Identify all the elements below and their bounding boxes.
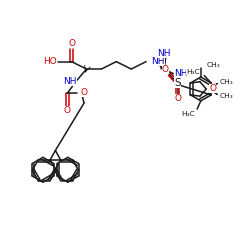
Text: NH: NH — [174, 69, 188, 78]
Text: CH₃: CH₃ — [220, 79, 234, 85]
Text: H₃C: H₃C — [186, 69, 200, 75]
Text: NH: NH — [152, 56, 165, 66]
Text: O: O — [174, 94, 181, 103]
Text: O: O — [162, 65, 169, 74]
Text: H₃C: H₃C — [182, 111, 195, 117]
Text: O: O — [64, 106, 71, 115]
Text: O: O — [210, 84, 216, 94]
Text: O: O — [80, 88, 87, 97]
Text: S: S — [174, 78, 181, 88]
Text: NH: NH — [157, 49, 171, 58]
Text: HO: HO — [44, 57, 57, 66]
Text: CH₃: CH₃ — [220, 93, 234, 99]
Text: NH: NH — [64, 77, 77, 86]
Text: O: O — [68, 39, 75, 48]
Text: CH₃: CH₃ — [206, 62, 220, 68]
